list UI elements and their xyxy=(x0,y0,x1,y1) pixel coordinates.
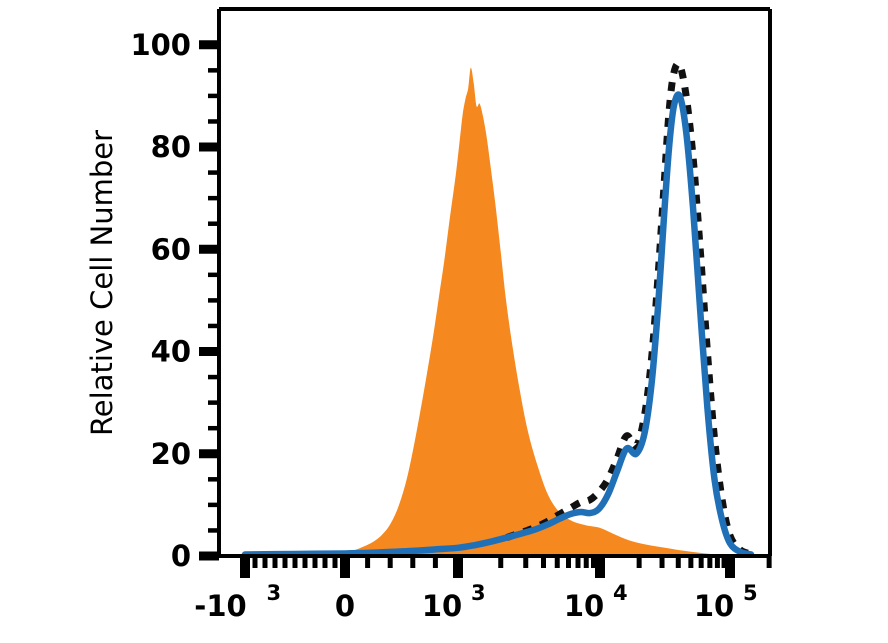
x-tick-label-mantissa: 10 xyxy=(564,589,604,623)
y-axis-ticks xyxy=(199,40,219,561)
y-axis-tick-labels: 0 20 40 60 80 100 xyxy=(130,28,191,573)
y-tick-label: 0 xyxy=(171,539,191,573)
axes-frame xyxy=(217,7,772,558)
series-stained-sample-line xyxy=(241,91,755,556)
x-tick-label-exponent: 3 xyxy=(267,581,282,605)
x-axis-ticks xyxy=(240,556,772,578)
y-tick-label: 80 xyxy=(151,130,191,164)
y-tick-label: 100 xyxy=(130,28,191,62)
x-axis-tick-labels: -10 3 0 10 3 10 4 10 5 xyxy=(194,581,757,623)
y-tick-label: 40 xyxy=(151,335,191,369)
x-tick-label-mantissa: 10 xyxy=(694,589,734,623)
x-tick-label: 0 xyxy=(335,589,355,623)
series-isotype-control-area xyxy=(245,67,749,556)
x-tick-label-exponent: 3 xyxy=(471,581,486,605)
x-tick-label-exponent: 4 xyxy=(613,581,628,605)
x-tick-label: 10 4 xyxy=(564,581,628,623)
y-tick-label: 20 xyxy=(151,437,191,471)
x-tick-label: 10 3 xyxy=(422,581,486,623)
x-tick-label: 10 5 xyxy=(694,581,758,623)
y-axis-title: Relative Cell Number xyxy=(85,130,119,436)
x-tick-label-mantissa: 0 xyxy=(335,589,355,623)
x-tick-label: -10 3 xyxy=(194,581,281,623)
y-tick-label: 60 xyxy=(151,232,191,266)
x-tick-label-mantissa: 10 xyxy=(422,589,462,623)
x-tick-label-exponent: 5 xyxy=(743,581,758,605)
x-tick-label-mantissa: -10 xyxy=(194,589,246,623)
data-layer xyxy=(241,60,755,556)
